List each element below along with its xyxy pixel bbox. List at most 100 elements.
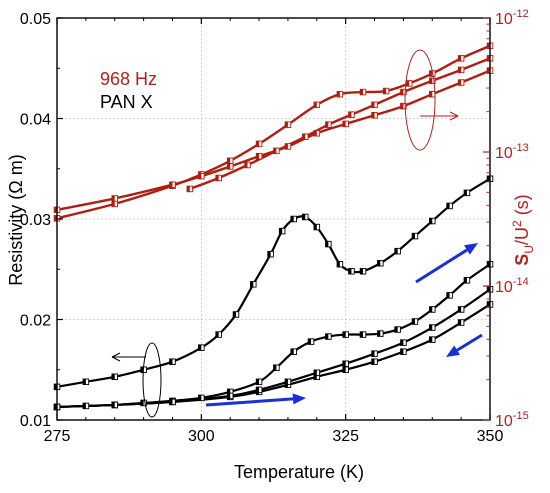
- resistivity-point: [325, 333, 332, 340]
- noise-point: [284, 121, 292, 128]
- point-half: [140, 400, 144, 406]
- legend: 968 Hz PAN X: [100, 69, 157, 112]
- resistivity-point: [394, 326, 401, 333]
- point-half: [429, 324, 433, 331]
- resistivity-point: [169, 398, 176, 406]
- noise-point: [457, 66, 465, 74]
- point-half: [54, 404, 57, 410]
- resistivity-point: [302, 213, 309, 221]
- y-right-tick-label: 10-13: [495, 142, 529, 162]
- point-half: [111, 201, 115, 207]
- point-half: [342, 366, 346, 373]
- point-half: [371, 358, 375, 365]
- point-half: [464, 277, 467, 284]
- point-half: [314, 373, 317, 380]
- noise-point: [226, 163, 234, 170]
- point-half: [464, 190, 467, 196]
- resistivity-point: [457, 306, 465, 313]
- point-half: [337, 261, 340, 268]
- point-half: [487, 43, 490, 49]
- noise-point: [400, 88, 407, 96]
- resistivity-point: [371, 350, 378, 357]
- point-half: [377, 330, 381, 337]
- point-half: [458, 319, 462, 326]
- point-half: [54, 207, 57, 213]
- point-half: [308, 338, 312, 345]
- noise-point: [371, 112, 378, 119]
- point-half: [446, 292, 450, 299]
- point-half: [233, 311, 236, 318]
- point-half: [458, 306, 462, 313]
- noise-group-ellipse: [404, 49, 436, 151]
- heating-arrow-right-line: [415, 248, 468, 284]
- point-half: [487, 286, 490, 293]
- noise-point: [325, 121, 332, 128]
- resistivity-point: [255, 386, 263, 394]
- annotations: [111, 49, 483, 418]
- point-half: [279, 228, 283, 234]
- resistivity-curve-1: [56, 177, 491, 388]
- x-tick-label: 350: [477, 428, 504, 445]
- point-half: [273, 364, 277, 371]
- resistivity-point: [342, 331, 349, 338]
- point-half: [360, 331, 363, 338]
- point-half: [487, 261, 490, 268]
- point-half: [314, 102, 317, 108]
- point-half: [394, 248, 398, 254]
- point-half: [285, 379, 288, 385]
- point-half: [325, 241, 329, 247]
- point-half: [429, 218, 433, 224]
- point-half: [337, 91, 340, 97]
- noise-point: [382, 87, 390, 95]
- resistivity-point: [290, 348, 297, 355]
- point-half: [256, 153, 260, 160]
- noise-point: [400, 102, 407, 110]
- heating-arrow-bottom-line: [205, 397, 294, 407]
- noise-point: [302, 133, 309, 140]
- legend-label-panx: PAN X: [100, 92, 153, 112]
- noise-point: [342, 120, 349, 128]
- resistivity-point: [400, 348, 407, 355]
- markers: [53, 42, 494, 411]
- resistivity-point: [377, 330, 384, 337]
- resistivity-point: [82, 402, 90, 410]
- y-left-tick-label: 0.05: [20, 11, 51, 28]
- point-half: [458, 79, 462, 86]
- resistivity-point: [429, 306, 436, 313]
- noise-point: [244, 161, 251, 169]
- resistivity-point: [278, 227, 286, 235]
- resistivity-point: [371, 358, 378, 365]
- point-half: [371, 350, 375, 357]
- point-half: [325, 121, 329, 128]
- noise-curve-7: [189, 57, 491, 191]
- point-half: [400, 103, 404, 109]
- point-half: [198, 344, 202, 351]
- cooling-arrow-head: [446, 345, 460, 357]
- point-half: [186, 186, 190, 192]
- noise-point: [255, 152, 263, 160]
- point-half: [429, 336, 433, 343]
- point-half: [227, 389, 231, 395]
- point-half: [371, 102, 375, 108]
- point-half: [302, 214, 306, 220]
- point-half: [227, 157, 231, 164]
- resistivity-point: [273, 364, 280, 371]
- noise-point: [359, 88, 367, 96]
- resistivity-point: [198, 344, 205, 351]
- point-half: [290, 216, 294, 222]
- point-half: [227, 393, 231, 399]
- right-axis-arrow-head: [449, 111, 459, 121]
- point-half: [169, 399, 173, 405]
- resistivity-point: [226, 392, 234, 400]
- noise-point: [371, 101, 378, 109]
- resistivity-point: [377, 259, 384, 267]
- noise-point: [111, 195, 118, 202]
- point-half: [256, 141, 260, 147]
- point-half: [169, 181, 173, 188]
- noise-point: [313, 101, 321, 109]
- point-half: [412, 318, 415, 325]
- point-half: [429, 77, 433, 84]
- y-right-tick-label: 10-15: [495, 410, 529, 430]
- point-half: [83, 403, 86, 409]
